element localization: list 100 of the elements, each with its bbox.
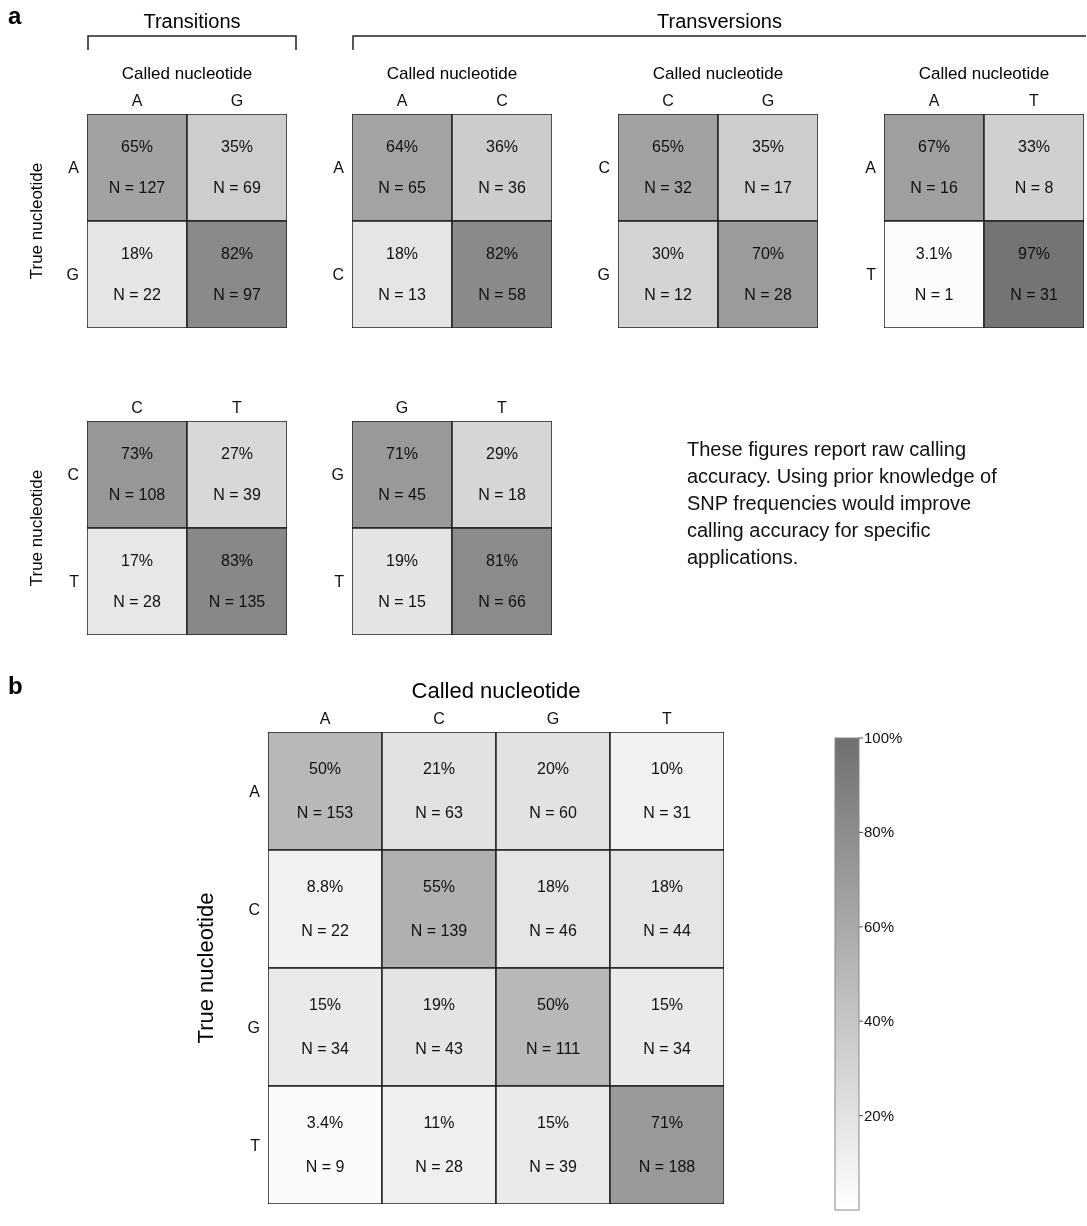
annotation: N = 22: [301, 922, 349, 940]
y-tick-label: G: [247, 1018, 260, 1036]
data-label: 18%: [536, 877, 570, 895]
annotation: N = 111: [525, 1040, 581, 1058]
annotation: N = 97: [213, 285, 261, 303]
annotation: N = 108: [108, 485, 166, 503]
data-label: 36%: [485, 138, 519, 156]
annotation: N = 13: [378, 285, 426, 303]
annotation: N = 66: [478, 592, 526, 610]
color-bar-label: 100%: [864, 729, 903, 746]
data-label: 30%: [651, 245, 685, 263]
annotation: N = 153: [296, 804, 354, 822]
y-tick-label: A: [333, 159, 345, 177]
annotation: N = 9: [305, 1158, 345, 1176]
data-label: 10%: [650, 759, 684, 777]
data-label: 21%: [422, 759, 456, 777]
annotation: N = 31: [1010, 285, 1058, 303]
y-tick-label: G: [66, 266, 79, 284]
x-tick-label: T: [1029, 92, 1040, 109]
text: b: [8, 672, 23, 700]
x-tick-label: T: [662, 710, 673, 727]
annotation: N = 32: [644, 178, 692, 196]
annotation: N = 15: [378, 592, 426, 610]
annotation: N = 28: [415, 1158, 463, 1176]
text: Transitions: [142, 10, 242, 33]
annotation: N = 44: [643, 922, 691, 940]
data-label: 8.8%: [306, 877, 344, 895]
annotation: N = 1: [914, 285, 954, 303]
x-axis-title: Called nucleotide: [120, 64, 254, 84]
y-tick-label: C: [248, 900, 260, 918]
annotation: N = 43: [415, 1040, 463, 1058]
data-label: 82%: [485, 245, 519, 263]
annotation: N = 45: [378, 485, 426, 503]
annotation: N = 63: [415, 804, 463, 822]
data-label: 73%: [120, 445, 154, 463]
annotation: N = 28: [744, 285, 792, 303]
x-axis-title: Called nucleotide: [410, 678, 582, 704]
annotation: N = 36: [478, 178, 526, 196]
annotation: N = 18: [478, 485, 526, 503]
data-label: 64%: [385, 138, 419, 156]
x-tick-label: A: [319, 710, 331, 727]
data-label: 19%: [422, 995, 456, 1013]
data-label: 27%: [220, 445, 254, 463]
x-tick-label: T: [497, 399, 508, 416]
y-tick-label: G: [331, 466, 344, 484]
data-label: 15%: [536, 1113, 570, 1131]
data-label: 15%: [308, 995, 342, 1013]
x-tick-label: C: [496, 92, 508, 109]
data-label: 55%: [422, 877, 456, 895]
data-label: 67%: [917, 138, 951, 156]
y-tick-label: T: [250, 1136, 261, 1154]
annotation: N = 22: [113, 285, 161, 303]
annotation: N = 34: [643, 1040, 691, 1058]
annotation: N = 60: [529, 804, 577, 822]
data-label: 18%: [385, 245, 419, 263]
annotation: N = 65: [378, 178, 426, 196]
y-axis-title: True nucleotide: [27, 162, 47, 280]
data-label: 19%: [385, 552, 419, 570]
annotation: N = 58: [478, 285, 526, 303]
data-label: 18%: [650, 877, 684, 895]
data-label: 71%: [650, 1113, 684, 1131]
data-label: 70%: [751, 245, 785, 263]
data-label: 33%: [1017, 138, 1051, 156]
x-tick-label: C: [662, 92, 674, 109]
data-label: 83%: [220, 552, 254, 570]
data-label: 81%: [485, 552, 519, 570]
text: a: [8, 7, 22, 30]
data-label: 3.4%: [306, 1113, 344, 1131]
x-tick-label: A: [396, 92, 408, 109]
x-tick-label: C: [131, 399, 143, 416]
data-label: 35%: [751, 138, 785, 156]
annotation: N = 39: [529, 1158, 577, 1176]
y-tick-label: C: [332, 266, 344, 284]
data-label: 50%: [308, 759, 342, 777]
data-label: 65%: [651, 138, 685, 156]
text: Transversions: [656, 10, 783, 33]
annotation: N = 31: [643, 804, 691, 822]
data-label: 15%: [650, 995, 684, 1013]
annotation: N = 17: [744, 178, 792, 196]
y-axis-title: True nucleotide: [193, 892, 219, 1044]
data-label: 29%: [485, 445, 519, 463]
y-tick-label: T: [334, 573, 345, 591]
annotation: N = 139: [410, 922, 468, 940]
x-tick-label: A: [928, 92, 940, 109]
x-tick-label: G: [230, 92, 244, 109]
annotation: N = 135: [208, 592, 266, 610]
x-axis-title: Called nucleotide: [385, 64, 519, 84]
data-label: 17%: [120, 552, 154, 570]
data-label: 18%: [120, 245, 154, 263]
annotation: N = 34: [301, 1040, 349, 1058]
annotation: N = 127: [108, 178, 166, 196]
color-bar-label: 80%: [864, 823, 895, 841]
x-tick-label: G: [761, 92, 775, 109]
color-bar-label: 60%: [864, 917, 895, 935]
annotation: N = 16: [910, 178, 958, 196]
x-axis-title: Called nucleotide: [651, 64, 785, 84]
annotation: N = 69: [213, 178, 261, 196]
data-label: 65%: [120, 138, 154, 156]
color-bar-label: 20%: [864, 1106, 895, 1124]
x-tick-label: A: [131, 92, 143, 109]
